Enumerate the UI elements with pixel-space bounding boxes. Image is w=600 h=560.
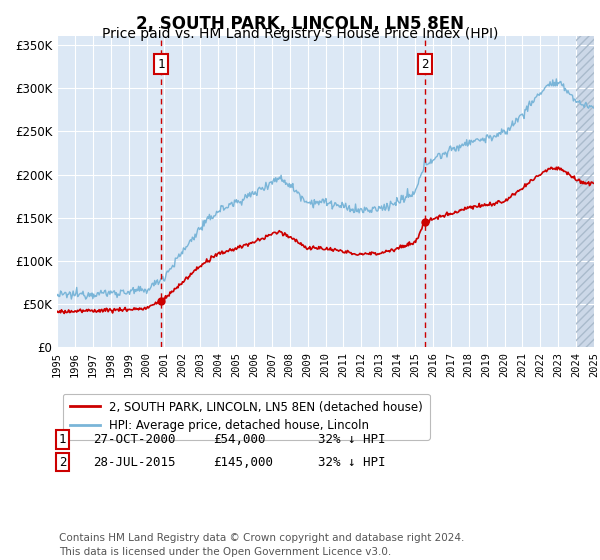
Text: £145,000: £145,000 [213, 455, 273, 469]
Legend: 2, SOUTH PARK, LINCOLN, LN5 8EN (detached house), HPI: Average price, detached h: 2, SOUTH PARK, LINCOLN, LN5 8EN (detache… [63, 394, 430, 440]
Text: 27-OCT-2000: 27-OCT-2000 [93, 433, 176, 446]
Bar [576, 36, 594, 347]
Text: 32% ↓ HPI: 32% ↓ HPI [318, 455, 386, 469]
Text: 1: 1 [157, 58, 165, 71]
Text: 2, SOUTH PARK, LINCOLN, LN5 8EN: 2, SOUTH PARK, LINCOLN, LN5 8EN [136, 15, 464, 32]
Text: 2: 2 [421, 58, 429, 71]
Text: Price paid vs. HM Land Registry's House Price Index (HPI): Price paid vs. HM Land Registry's House … [102, 27, 498, 41]
Text: 2: 2 [59, 455, 67, 469]
Bar [576, 36, 594, 347]
Text: 28-JUL-2015: 28-JUL-2015 [93, 455, 176, 469]
Text: £54,000: £54,000 [213, 433, 265, 446]
Text: 1: 1 [59, 433, 67, 446]
Text: Contains HM Land Registry data © Crown copyright and database right 2024.
This d: Contains HM Land Registry data © Crown c… [59, 533, 464, 557]
Text: 32% ↓ HPI: 32% ↓ HPI [318, 433, 386, 446]
